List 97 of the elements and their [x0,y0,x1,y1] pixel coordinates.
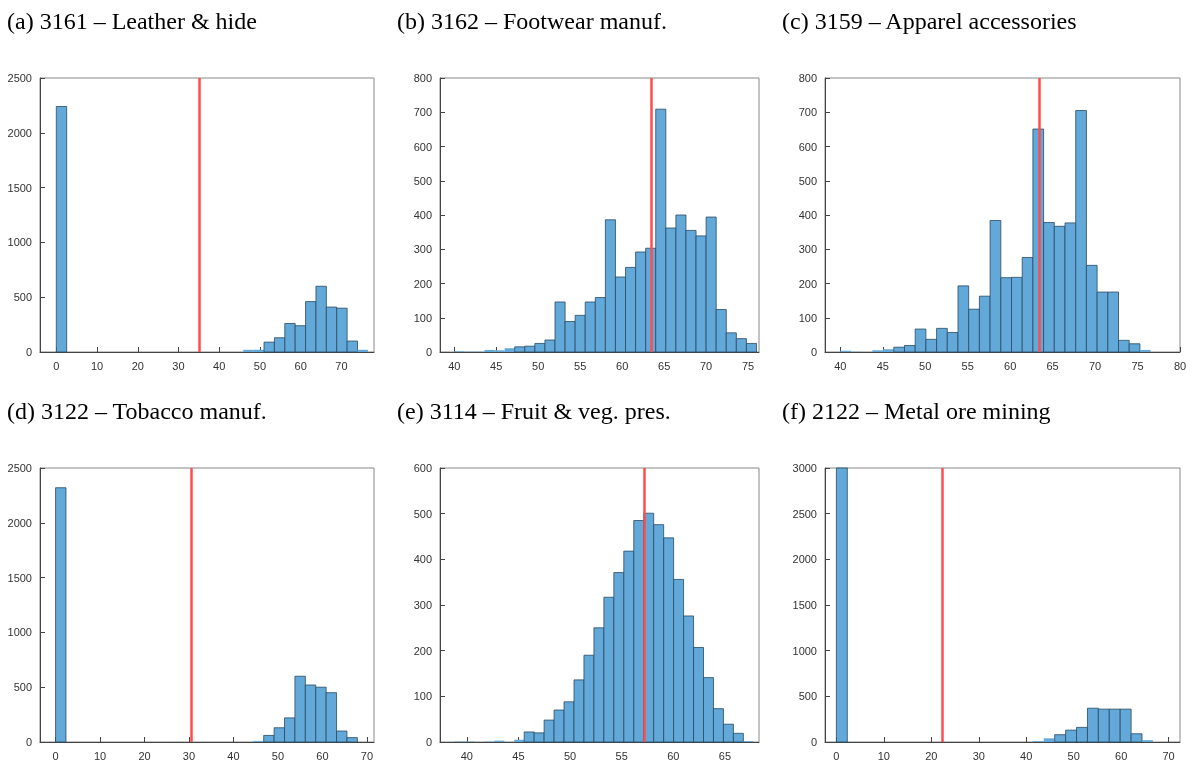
y-tick-label: 1000 [7,236,32,249]
y-tick-label: 100 [413,690,432,703]
x-tick-label: 60 [616,359,629,372]
x-tick-label: 10 [93,749,107,762]
y-tick-label: 700 [798,106,817,119]
y-tick-label: 400 [413,553,432,566]
x-tick-label: 20 [131,359,144,372]
y-tick-label: 100 [413,311,432,324]
y-tick-label: 300 [413,599,432,611]
x-tick-label: 60 [294,359,307,372]
y-tick-label: 200 [413,644,432,657]
y-tick-label: 2500 [7,72,32,84]
chart-title: (d) 3122 – Tobacco manuf. [7,398,267,424]
y-tick-label: 1500 [7,571,32,584]
y-tick-label: 1500 [792,599,817,611]
y-tick-label: 2000 [7,126,32,139]
x-tick-label: 40 [834,359,847,372]
y-tick-label: 0 [810,346,817,358]
y-tick-label: 800 [413,72,432,84]
y-tick-label: 0 [25,736,32,748]
x-tick-label: 55 [615,749,628,762]
x-tick-label: 70 [360,749,374,762]
x-tick-label: 50 [253,359,267,372]
x-tick-label: 50 [532,359,545,372]
y-tick-label: 2500 [792,507,817,520]
x-tick-label: 20 [138,749,151,762]
x-tick-label: 50 [1067,749,1080,762]
chart-title: (a) 3161 – Leather & hide [7,8,257,34]
x-tick-label: 40 [460,749,473,762]
x-tick-label: 75 [741,359,755,372]
x-tick-label: 10 [90,359,104,372]
x-tick-label: 20 [925,749,938,762]
y-tick-label: 300 [798,243,817,256]
x-tick-label: 60 [316,749,329,762]
x-tick-label: 30 [972,749,985,762]
x-tick-label: 65 [718,749,732,762]
x-tick-label: 60 [1115,749,1128,762]
x-tick-label: 65 [1046,359,1059,372]
y-tick-label: 3000 [792,462,817,474]
y-tick-label: 0 [810,736,817,748]
x-tick-label: 40 [448,359,461,372]
y-tick-label: 2500 [7,462,32,474]
y-tick-label: 0 [425,736,432,748]
x-tick-label: 0 [53,359,60,372]
x-tick-label: 50 [563,749,577,762]
x-tick-label: 55 [961,359,974,372]
y-tick-label: 200 [798,277,817,290]
y-tick-label: 600 [413,462,432,474]
x-tick-label: 45 [512,749,525,762]
y-tick-label: 700 [413,106,432,119]
y-tick-label: 500 [13,291,32,304]
y-tick-label: 200 [413,277,432,290]
x-tick-label: 30 [172,359,185,372]
x-tick-label: 0 [833,749,840,762]
y-tick-label: 0 [425,346,432,358]
y-tick-label: 2000 [792,553,817,566]
x-tick-label: 30 [182,749,196,762]
y-tick-label: 1500 [7,181,32,194]
x-tick-label: 70 [699,359,713,372]
y-tick-label: 500 [798,174,817,187]
x-tick-label: 10 [877,749,890,762]
x-tick-label: 0 [52,749,59,762]
y-tick-label: 300 [413,243,432,256]
x-tick-label: 50 [271,749,285,762]
y-tick-label: 500 [413,174,432,187]
x-tick-label: 40 [227,749,240,762]
y-tick-label: 1000 [792,644,817,657]
x-tick-label: 55 [574,359,587,372]
y-tick-label: 500 [13,681,32,694]
x-tick-label: 40 [1020,749,1033,762]
x-tick-label: 60 [667,749,680,762]
y-tick-label: 1000 [7,626,32,639]
chart-title: (e) 3114 – Fruit & veg. pres. [397,398,671,424]
x-tick-label: 70 [335,359,348,372]
x-tick-label: 80 [1173,359,1187,372]
y-tick-label: 800 [798,72,817,84]
y-tick-label: 0 [25,346,32,358]
x-tick-label: 60 [1004,359,1017,372]
x-tick-label: 45 [876,359,889,372]
x-tick-label: 70 [1088,359,1102,372]
x-tick-label: 50 [919,359,932,372]
x-tick-label: 75 [1131,359,1144,372]
y-tick-label: 2000 [7,516,32,529]
y-tick-label: 100 [798,311,817,324]
y-tick-label: 600 [798,140,817,153]
y-tick-label: 400 [798,209,817,221]
y-tick-label: 600 [413,140,432,153]
y-tick-label: 500 [798,690,817,703]
x-tick-label: 70 [1162,749,1175,762]
chart-title: (b) 3162 – Footwear manuf. [397,8,667,34]
y-tick-label: 500 [413,507,432,520]
x-tick-label: 45 [490,359,503,372]
chart-title: (f) 2122 – Metal ore mining [782,398,1051,424]
y-tick-label: 400 [413,209,432,221]
x-tick-label: 40 [213,359,226,372]
chart-title: (c) 3159 – Apparel accessories [782,8,1077,34]
x-tick-label: 65 [658,359,671,372]
